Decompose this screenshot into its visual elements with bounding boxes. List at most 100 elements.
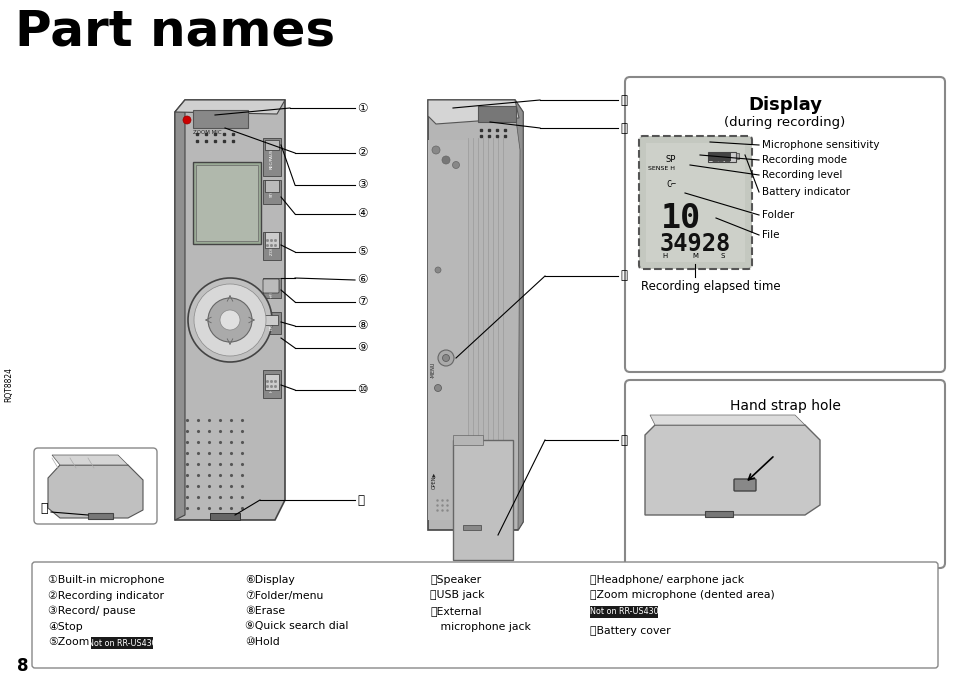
Text: -MENU: -MENU [431, 362, 436, 378]
Text: ⑪: ⑪ [356, 494, 364, 506]
Circle shape [432, 146, 439, 154]
Text: ④: ④ [356, 207, 367, 221]
Bar [707, 152, 735, 162]
Text: 34928: 34928 [659, 232, 730, 256]
Text: ERASE: ERASE [270, 316, 274, 330]
Text: C⌐: C⌐ [665, 180, 676, 189]
Polygon shape [428, 100, 522, 530]
Text: Hand strap hole: Hand strap hole [729, 399, 840, 413]
Text: ②Recording indicator: ②Recording indicator [48, 590, 164, 601]
Text: Folder: Folder [761, 210, 794, 220]
Bar [263, 278, 281, 298]
Text: (during recording): (during recording) [723, 116, 844, 129]
Text: ⑯Battery cover: ⑯Battery cover [589, 626, 670, 636]
Text: ⑦: ⑦ [356, 295, 367, 309]
Text: ZOOM ▶: ZOOM ▶ [270, 238, 274, 255]
Text: ⑮: ⑮ [619, 269, 626, 282]
Text: ⑬: ⑬ [619, 93, 626, 106]
Circle shape [435, 267, 440, 273]
Polygon shape [48, 465, 143, 518]
Text: 10: 10 [660, 202, 700, 235]
Text: ①: ① [356, 102, 367, 114]
Text: ZOOM MIC: ZOOM MIC [193, 131, 221, 135]
Text: Recording elapsed time: Recording elapsed time [640, 280, 780, 293]
Polygon shape [174, 100, 285, 520]
Text: S: S [720, 253, 724, 259]
Polygon shape [453, 440, 513, 560]
Polygon shape [649, 415, 804, 425]
Text: ⑯: ⑯ [619, 433, 626, 447]
Text: SP: SP [665, 155, 676, 164]
Text: Not on RR-US430: Not on RR-US430 [88, 638, 156, 647]
Text: ⑪Speaker: ⑪Speaker [430, 575, 480, 585]
Polygon shape [515, 100, 522, 530]
Polygon shape [644, 425, 820, 515]
Text: SENSE H: SENSE H [647, 166, 675, 171]
FancyBboxPatch shape [624, 77, 944, 372]
Polygon shape [453, 435, 482, 445]
Text: Recording mode: Recording mode [761, 155, 846, 165]
Text: HOLD ▶: HOLD ▶ [270, 376, 274, 392]
FancyBboxPatch shape [624, 380, 944, 568]
Text: ⑫: ⑫ [40, 502, 48, 515]
Text: microphone jack: microphone jack [430, 621, 530, 632]
Bar [263, 180, 281, 204]
Circle shape [441, 156, 450, 164]
Text: Battery indicator: Battery indicator [761, 187, 849, 197]
Circle shape [442, 355, 449, 362]
Text: Microphone sensitivity: Microphone sensitivity [761, 140, 879, 150]
Text: ③: ③ [356, 179, 367, 192]
Text: ⑨Quick search dial: ⑨Quick search dial [245, 621, 348, 632]
Bar [589, 606, 658, 618]
Text: ②: ② [356, 146, 367, 160]
Bar [735, 153, 739, 159]
Text: ⑫USB jack: ⑫USB jack [430, 590, 484, 600]
Text: Part names: Part names [15, 8, 335, 56]
Text: ⑧: ⑧ [356, 320, 367, 332]
Text: Not on RR-US430: Not on RR-US430 [589, 607, 658, 617]
Text: H: H [661, 253, 667, 259]
Text: STOP: STOP [270, 187, 274, 198]
Bar [91, 637, 152, 649]
Text: 8: 8 [17, 657, 29, 675]
Text: ⑤Zoom: ⑤Zoom [48, 637, 90, 647]
Bar [263, 232, 281, 260]
Text: File: File [761, 230, 779, 240]
Bar [263, 138, 281, 176]
Text: ⑭: ⑭ [619, 121, 626, 135]
Text: OPEN▶: OPEN▶ [431, 471, 436, 489]
Bar [193, 110, 248, 128]
Circle shape [208, 298, 252, 342]
Text: ⑩: ⑩ [356, 383, 367, 397]
Text: ①Built-in microphone: ①Built-in microphone [48, 575, 164, 585]
Text: ⑤: ⑤ [356, 246, 367, 259]
Bar [265, 140, 278, 150]
Bar [704, 511, 732, 517]
Text: M: M [691, 253, 698, 259]
Bar [265, 374, 278, 390]
Circle shape [193, 284, 266, 356]
FancyBboxPatch shape [32, 562, 937, 668]
Text: ④Stop: ④Stop [48, 621, 83, 632]
Bar [195, 165, 257, 241]
Bar [428, 140, 468, 520]
Text: ⑮Zoom microphone (dented area): ⑮Zoom microphone (dented area) [589, 590, 774, 600]
Text: Display: Display [747, 96, 821, 114]
Polygon shape [174, 100, 285, 114]
Polygon shape [52, 455, 128, 465]
Bar [263, 312, 281, 334]
Bar [193, 162, 261, 244]
FancyBboxPatch shape [639, 136, 751, 269]
Polygon shape [174, 100, 185, 520]
Text: ▬▬▬: ▬▬▬ [710, 156, 730, 162]
Circle shape [183, 116, 191, 124]
Bar [210, 513, 240, 520]
Text: ⑬External: ⑬External [430, 606, 481, 616]
Text: REC/PAUSE: REC/PAUSE [270, 146, 274, 169]
Text: Recording level: Recording level [761, 170, 841, 180]
Text: ⑥Display: ⑥Display [245, 575, 294, 585]
Bar [645, 143, 744, 262]
Text: RQT8824: RQT8824 [5, 368, 13, 403]
Bar [264, 315, 277, 325]
Text: ⑨: ⑨ [356, 341, 367, 355]
